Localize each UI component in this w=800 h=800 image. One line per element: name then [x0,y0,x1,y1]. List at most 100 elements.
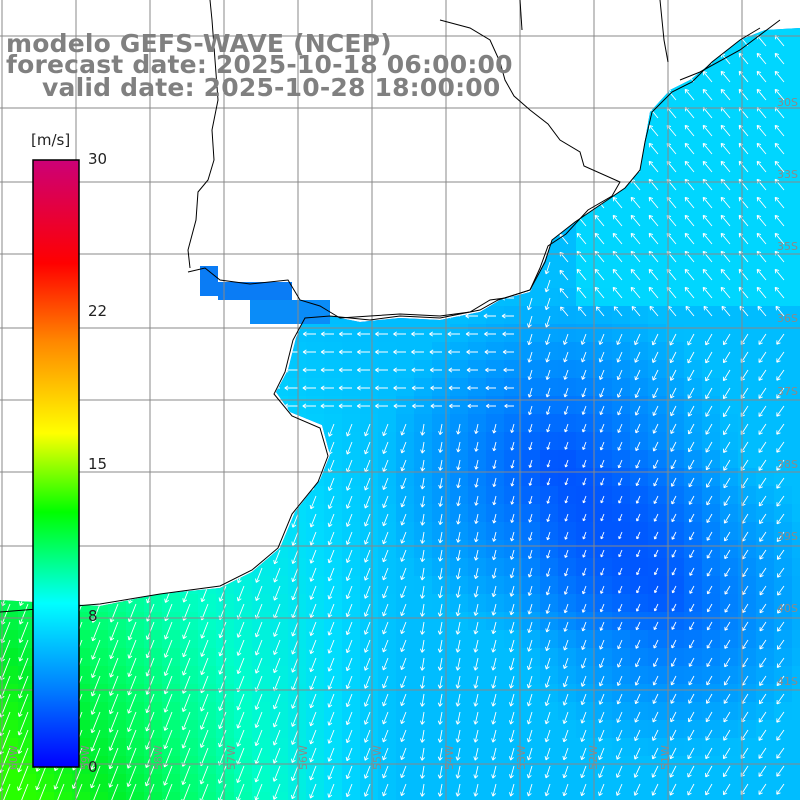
speed-cell [630,702,649,721]
speed-cell [306,594,325,613]
wind-arrow [526,747,533,761]
wind-arrow [612,214,623,227]
wind-arrow [688,675,695,686]
speed-cell [18,792,37,800]
wind-arrow [127,693,137,714]
wind-arrow [127,657,137,678]
speed-cell [612,630,631,649]
wind-arrow [163,639,173,658]
wind-arrow [702,232,713,245]
wind-arrow [467,385,478,391]
speed-cell [684,612,703,631]
wind-arrow [759,585,767,596]
wind-arrow [309,783,317,799]
wind-arrow [491,711,497,725]
wind-arrow [181,711,191,731]
wind-arrow [544,711,551,725]
wind-arrow [684,124,695,137]
speed-cell [342,558,361,577]
wind-arrow [502,349,514,355]
wind-arrow [671,585,677,594]
speed-cell [252,792,271,800]
speed-cell [558,774,577,793]
speed-cell [666,378,685,397]
wind-arrow [545,603,551,614]
wind-arrow [722,387,731,400]
speed-cell [774,414,793,433]
wind-arrow [419,603,425,617]
wind-arrow [630,250,641,263]
wind-arrow [181,729,191,749]
wind-arrow [598,351,605,363]
speed-cell [792,324,800,343]
speed-cell [414,774,433,793]
wind-arrow [630,286,641,299]
wind-arrow [356,403,370,409]
wind-arrow [562,675,569,688]
speed-cell [378,558,397,577]
speed-cell [180,594,199,613]
speed-cell [36,792,55,800]
wind-arrow [526,675,533,689]
wind-arrow [544,675,551,688]
wind-arrow [618,513,623,522]
speed-cell [468,756,487,775]
speed-cell [306,558,325,577]
speed-cell [486,450,505,469]
speed-cell [576,414,595,433]
speed-cell [288,684,307,703]
speed-cell [306,360,325,379]
speed-cell [558,702,577,721]
speed-cell [270,720,289,739]
speed-cell [756,630,775,649]
speed-cell [756,396,775,415]
speed-cell [684,342,703,361]
wind-arrow [363,531,371,545]
wind-arrow [526,693,533,707]
speed-cell [594,378,613,397]
wind-arrow [484,331,496,337]
wind-arrow [756,196,767,209]
speed-cell [558,522,577,541]
wind-arrow [671,639,677,649]
speed-cell [234,612,253,631]
speed-cell [558,342,577,361]
speed-cell [612,360,631,379]
speed-cell [378,702,397,721]
wind-arrow [491,729,497,743]
wind-arrow [724,567,731,577]
wind-arrow [163,783,173,800]
speed-cell [414,792,433,800]
speed-cell [468,504,487,523]
speed-cell [522,450,541,469]
speed-cell [360,756,379,775]
wind-arrow [236,657,245,675]
wind-arrow [759,531,767,542]
wind-arrow [455,621,461,635]
speed-cell [414,450,433,469]
speed-cell [342,342,361,361]
speed-cell [72,792,91,800]
wind-arrow [419,747,425,761]
wind-arrow [703,305,713,317]
wind-arrow [634,711,641,723]
speed-cell [540,432,559,451]
speed-cell [504,630,523,649]
wind-arrow [474,477,479,488]
speed-cell [576,558,595,577]
speed-cell [468,414,487,433]
wind-arrow [363,495,371,509]
speed-cell [630,486,649,505]
speed-cell [612,720,631,739]
wind-arrow [527,387,533,398]
wind-arrow [687,711,695,723]
wind-arrow [545,567,551,577]
speed-cell [684,558,703,577]
forecast-date: forecast date: 2025-10-18 06:00:00 [6,50,513,79]
speed-cell [396,720,415,739]
speed-cell [252,648,271,667]
speed-cell [306,792,325,800]
speed-cell [378,324,397,343]
speed-cell [792,486,800,505]
speed-cell [630,756,649,775]
